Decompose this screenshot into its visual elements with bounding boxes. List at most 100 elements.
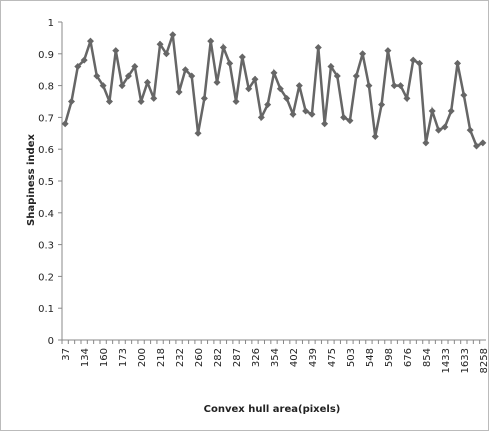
y-tick-label: 0.1 (38, 304, 54, 315)
marker (143, 78, 151, 86)
marker (131, 63, 139, 71)
marker (289, 110, 297, 118)
marker (264, 101, 272, 109)
marker (352, 72, 360, 80)
x-tick-label: 232 (175, 348, 186, 367)
marker (409, 56, 417, 64)
marker (257, 113, 265, 121)
marker (295, 82, 303, 90)
marker (213, 78, 221, 86)
marker (219, 43, 227, 51)
marker (175, 88, 183, 96)
x-tick-label: 676 (403, 348, 414, 367)
x-tick-label: 439 (308, 348, 319, 367)
marker (137, 98, 145, 105)
marker (270, 69, 278, 77)
marker (384, 47, 392, 55)
x-tick-label: 8258 (479, 348, 490, 373)
marker (479, 139, 487, 147)
marker (466, 126, 474, 134)
marker (251, 75, 259, 83)
marker (232, 98, 240, 105)
marker (441, 123, 449, 131)
marker (454, 59, 462, 67)
x-tick-label: 160 (99, 348, 110, 367)
x-tick-label: 218 (156, 348, 167, 367)
marker (308, 110, 316, 118)
marker (397, 82, 405, 90)
marker (314, 43, 322, 51)
marker (124, 72, 132, 80)
marker (302, 107, 310, 115)
x-tick-label: 173 (118, 348, 129, 367)
marker (93, 72, 101, 80)
y-tick-label: 0.3 (38, 241, 54, 252)
x-tick-label: 548 (365, 348, 376, 367)
x-tick-label: 260 (194, 348, 205, 367)
x-axis-title: Convex hull area(pixels) (204, 404, 341, 415)
y-tick-label: 0.2 (38, 272, 54, 283)
x-tick-label: 402 (289, 348, 300, 367)
marker (416, 59, 424, 67)
x-tick-label: 134 (80, 348, 91, 367)
y-tick-label: 0.4 (38, 209, 54, 220)
marker (346, 117, 354, 125)
marker (245, 85, 253, 93)
x-tick-label: 287 (232, 348, 243, 367)
marker (333, 72, 341, 80)
y-tick-label: 0.7 (38, 113, 54, 124)
marker (200, 94, 208, 102)
x-tick-label: 503 (346, 348, 357, 367)
x-tick-label: 598 (384, 348, 395, 367)
marker (99, 82, 107, 90)
marker (181, 66, 189, 74)
marker (118, 82, 126, 90)
marker (428, 107, 436, 115)
marker (365, 82, 373, 90)
marker (169, 31, 177, 39)
marker (283, 94, 291, 102)
y-tick-label: 0.8 (38, 82, 54, 93)
marker (371, 132, 379, 140)
y-tick-label: 0.5 (38, 177, 54, 188)
marker (340, 113, 348, 121)
marker (460, 91, 468, 99)
x-tick-label: 1633 (460, 348, 471, 373)
marker (150, 94, 158, 102)
marker (112, 47, 120, 55)
marker (105, 98, 113, 105)
marker (74, 63, 82, 71)
marker (80, 56, 88, 64)
marker (359, 50, 367, 58)
marker (435, 126, 443, 134)
marker (473, 142, 481, 150)
x-tick-label: 326 (251, 348, 262, 367)
marker (422, 139, 430, 147)
y-tick-label: 1 (48, 18, 54, 29)
marker (378, 101, 386, 109)
marker (188, 72, 196, 80)
y-tick-label: 0.6 (38, 145, 54, 156)
marker (403, 94, 411, 102)
marker (67, 98, 75, 105)
marker (207, 37, 215, 45)
marker (194, 129, 202, 137)
x-tick-label: 854 (422, 348, 433, 367)
x-tick-label: 37 (61, 348, 72, 361)
x-tick-label: 354 (270, 348, 281, 367)
x-tick-label: 475 (327, 348, 338, 367)
x-tick-label: 200 (137, 348, 148, 367)
x-tick-label: 282 (213, 348, 224, 367)
marker (86, 37, 94, 45)
marker (390, 82, 398, 90)
y-tick-label: 0.9 (38, 50, 54, 61)
marker (162, 50, 170, 58)
marker (447, 107, 455, 115)
marker (156, 40, 164, 48)
y-tick-label: 0 (48, 336, 54, 347)
x-tick-label: 1433 (441, 348, 452, 373)
marker (238, 53, 246, 61)
marker (226, 59, 234, 67)
marker (327, 63, 335, 71)
